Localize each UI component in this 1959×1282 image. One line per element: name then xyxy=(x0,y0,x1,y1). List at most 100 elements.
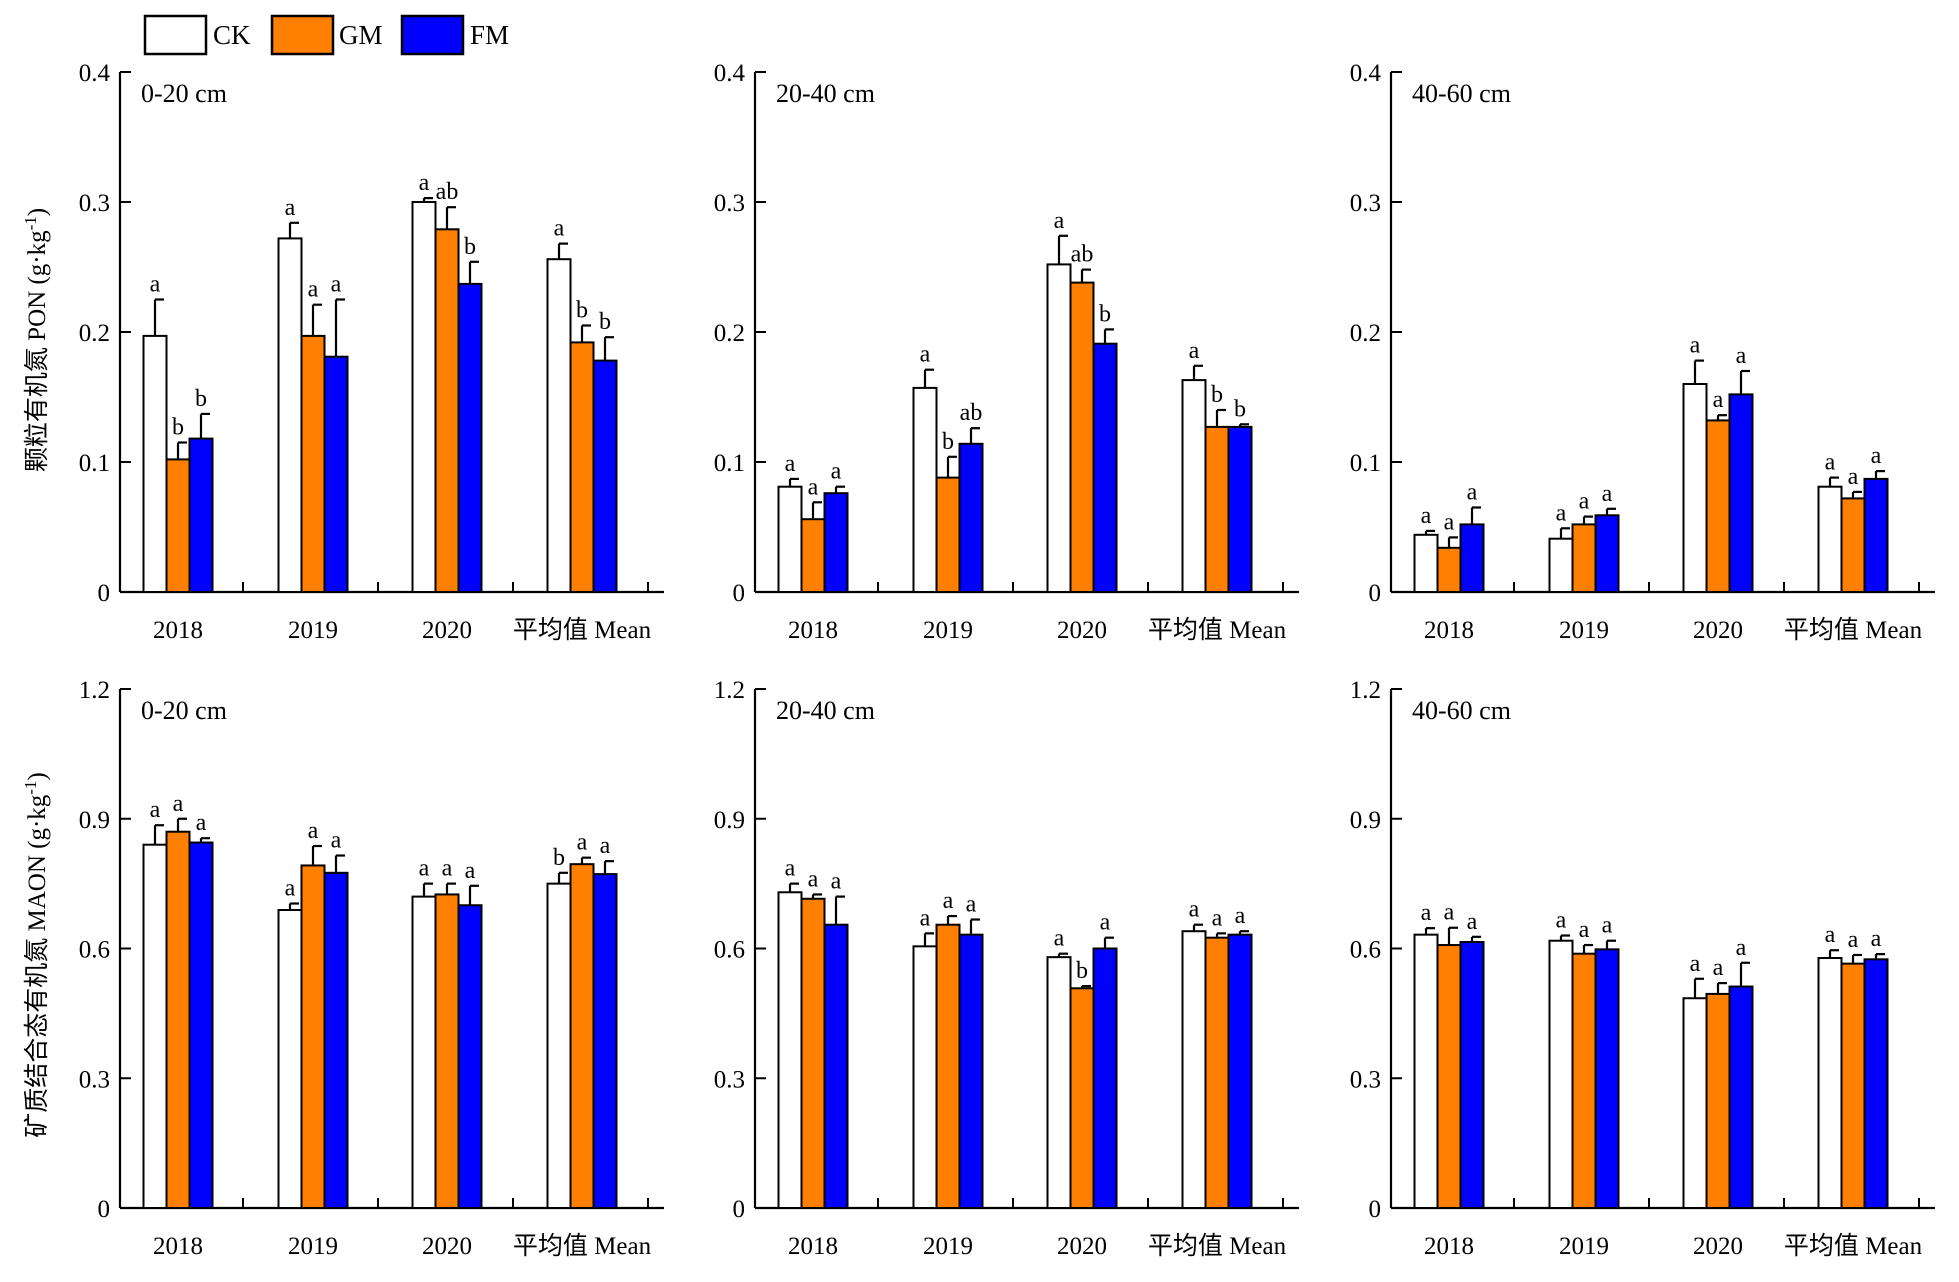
significance-letter: a xyxy=(465,858,476,884)
x-tick-label: 平均值 Mean xyxy=(1148,616,1287,644)
bar-ck xyxy=(1548,537,1574,594)
y-tick-label: 0.9 xyxy=(714,807,745,834)
x-tick-label: 2018 xyxy=(788,617,838,644)
x-tick-label: 2019 xyxy=(923,617,973,644)
bar-gm xyxy=(1204,425,1230,593)
x-tick-label: 2019 xyxy=(288,617,338,644)
y-tick-label: 0.9 xyxy=(1350,807,1381,834)
legend-label-gm: GM xyxy=(339,20,383,50)
bar-ck xyxy=(277,237,303,593)
significance-letter: a xyxy=(1467,909,1478,935)
y-tick-label: 0.1 xyxy=(79,450,110,477)
panel-depth-label: 20-40 cm xyxy=(776,79,875,108)
bar-gm xyxy=(1069,281,1095,593)
bar-fm xyxy=(457,282,483,593)
bar-ck xyxy=(546,882,572,1209)
significance-letter: a xyxy=(1690,333,1701,359)
y-tick-label: 0 xyxy=(733,580,746,607)
significance-letter: a xyxy=(1421,503,1432,529)
bar-fm xyxy=(1459,523,1485,594)
bar-ck xyxy=(1682,997,1708,1209)
y-tick-label: 0.1 xyxy=(714,450,745,477)
bar-fm xyxy=(823,492,849,594)
superscript: -1 xyxy=(21,781,40,795)
y-tick-label: 0.2 xyxy=(1350,320,1381,347)
bar-gm xyxy=(569,341,595,593)
y-tick-label: 0.9 xyxy=(79,807,110,834)
x-tick-label: 平均值 Mean xyxy=(1784,1232,1923,1260)
legend-swatch-fm xyxy=(400,14,465,56)
bar-gm xyxy=(935,476,961,594)
bar-fm xyxy=(1092,947,1118,1209)
significance-letter: a xyxy=(554,216,565,242)
y-tick-label: 0 xyxy=(1369,1196,1382,1223)
significance-letter: b xyxy=(195,386,207,412)
bar-fm xyxy=(1459,941,1485,1209)
significance-letter: a xyxy=(785,451,796,477)
bar-gm xyxy=(434,228,460,594)
significance-letter: a xyxy=(419,856,430,882)
x-tick-label: 平均值 Mean xyxy=(513,1232,652,1260)
panel-depth-label: 0-20 cm xyxy=(141,79,227,108)
significance-letter: a xyxy=(785,856,796,882)
significance-letter: a xyxy=(1235,903,1246,929)
significance-letter: a xyxy=(331,272,342,298)
bar-gm xyxy=(1840,962,1866,1210)
x-tick-label: 2020 xyxy=(1693,617,1743,644)
significance-letter: b xyxy=(1076,958,1088,984)
significance-letter: a xyxy=(1825,922,1836,948)
x-tick-label: 2020 xyxy=(422,617,472,644)
bar-gm xyxy=(1436,944,1462,1209)
y-axis-title-pon: 颗粒有机氮 PON (g·kg-1) xyxy=(21,208,52,472)
bar-gm xyxy=(165,830,191,1209)
x-tick-label: 2018 xyxy=(153,617,203,644)
significance-letter: a xyxy=(1602,481,1613,507)
y-tick-label: 0.1 xyxy=(1350,450,1381,477)
bar-gm xyxy=(300,864,326,1210)
significance-letter: a xyxy=(150,797,161,823)
bar-gm xyxy=(434,893,460,1209)
y-tick-label: 1.2 xyxy=(79,677,110,704)
y-tick-label: 0.3 xyxy=(1350,1066,1381,1093)
significance-letter: b xyxy=(1234,396,1246,422)
bar-ck xyxy=(1046,263,1072,593)
closing-paren: ) xyxy=(24,772,51,780)
significance-letter: a xyxy=(1579,917,1590,943)
y-tick-label: 0.6 xyxy=(79,937,110,964)
significance-letter: a xyxy=(1054,208,1065,234)
chart-panels: 0 0.1 0.2 0.3 0.4 0-20 cm 2018 2019 2020 平均值 Mean… xyxy=(79,60,1935,1260)
y-tick-label: 0 xyxy=(98,1196,111,1223)
bar-ck xyxy=(777,485,803,594)
significance-letter: a xyxy=(831,869,842,895)
y-tick-label: 0.6 xyxy=(1350,937,1381,964)
x-tick-label: 2019 xyxy=(1559,617,1609,644)
bar-fm xyxy=(1092,342,1118,594)
significance-letter: b xyxy=(1211,382,1223,408)
bar-ck xyxy=(277,909,303,1209)
significance-letter: a xyxy=(920,905,931,931)
bar-gm xyxy=(800,897,826,1209)
significance-letter: a xyxy=(943,888,954,914)
bar-ck xyxy=(1181,379,1207,593)
significance-letter: a xyxy=(308,818,319,844)
bar-gm xyxy=(1840,497,1866,593)
bar-fm xyxy=(592,359,618,593)
significance-letter: a xyxy=(577,830,588,856)
significance-letter: a xyxy=(1736,935,1747,961)
significance-letter: a xyxy=(1602,913,1613,939)
y-tick-label: 0 xyxy=(733,1196,746,1223)
panel-depth-label: 40-60 cm xyxy=(1412,696,1511,725)
x-tick-label: 2018 xyxy=(1424,1233,1474,1260)
y-tick-label: 0.3 xyxy=(79,1066,110,1093)
bar-gm xyxy=(569,863,595,1209)
bar-ck xyxy=(1817,485,1843,594)
bar-fm xyxy=(188,437,214,593)
significance-letter: a xyxy=(1871,926,1882,952)
significance-letter: a xyxy=(150,272,161,298)
significance-letter: a xyxy=(600,833,611,859)
significance-letter: b xyxy=(464,234,476,260)
bar-gm xyxy=(800,518,826,594)
significance-letter: a xyxy=(1556,908,1567,934)
bar-ck xyxy=(912,386,938,593)
